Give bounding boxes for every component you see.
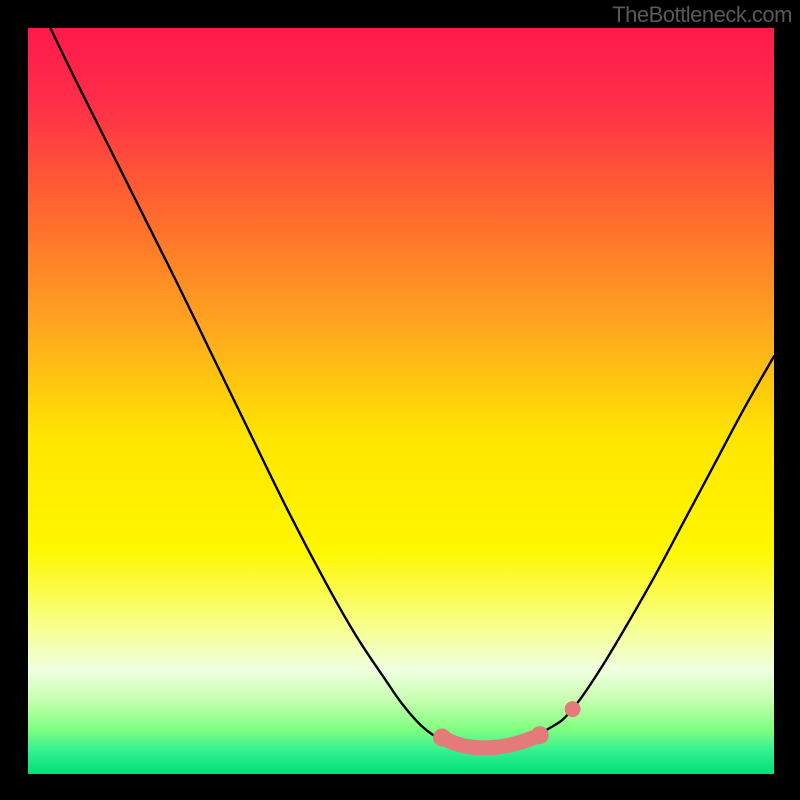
plot-svg [28,28,774,774]
valley-highlight-dot [565,701,581,717]
watermark-text: TheBottleneck.com [612,2,792,28]
gradient-background [28,28,774,774]
valley-highlight-cap-left [433,728,451,746]
plot-area [28,28,774,774]
valley-highlight-cap-right [531,726,549,744]
